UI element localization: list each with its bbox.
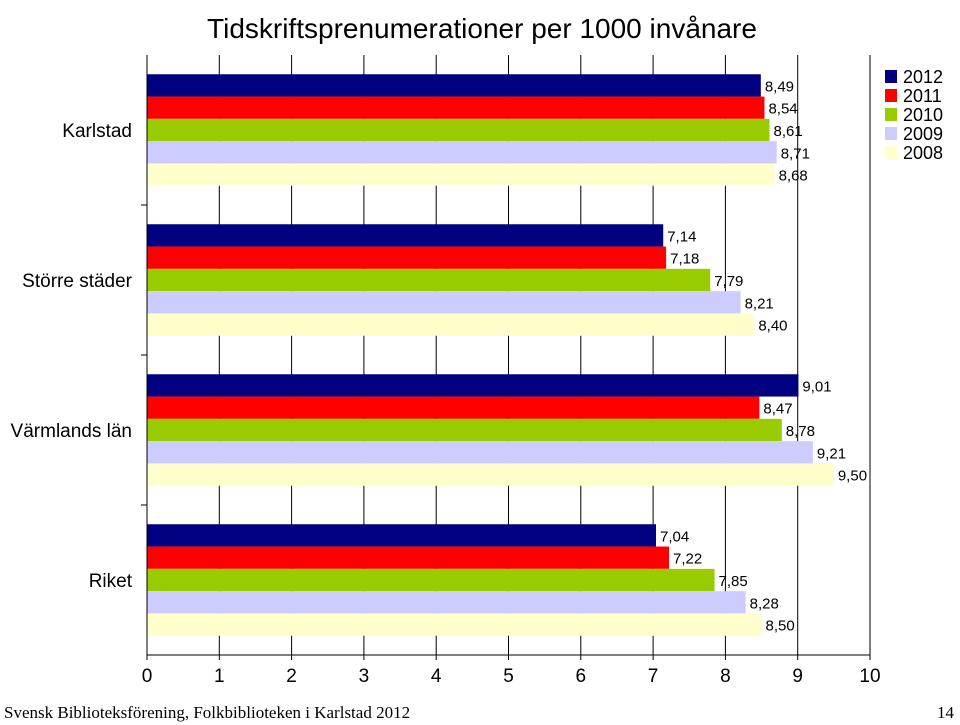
- data-label: 8,50: [766, 618, 795, 635]
- data-label: 8,78: [786, 423, 815, 440]
- footer-source: Svensk Biblioteksförening, Folkbibliotek…: [4, 703, 411, 722]
- bar: [147, 74, 761, 97]
- bar: [147, 268, 711, 292]
- bar: [147, 141, 777, 164]
- bar: [147, 313, 755, 336]
- x-tick-label: 10: [859, 666, 880, 687]
- legend-label: 2008: [903, 143, 943, 163]
- data-label: 8,28: [750, 595, 779, 612]
- category-label: Värmlands län: [11, 421, 132, 442]
- bar: [147, 546, 670, 569]
- data-label: 8,49: [765, 78, 794, 95]
- bar: [147, 613, 762, 636]
- bar: [147, 463, 834, 486]
- legend-label: 2011: [903, 86, 942, 106]
- x-tick-label: 3: [359, 666, 370, 687]
- bar: [147, 524, 656, 547]
- legend-label: 2010: [903, 105, 943, 125]
- bar: [147, 224, 664, 247]
- bar: [147, 118, 770, 142]
- x-tick-label: 0: [142, 666, 153, 687]
- bars: 8,49 8,54 8,61 8,71 8,68 7,14 7,18 7,798,21 8,40…: [147, 74, 867, 636]
- data-label: 9,50: [838, 468, 867, 485]
- category-label: Större städer: [22, 271, 132, 292]
- legend-label: 2012: [903, 67, 943, 87]
- bar: [147, 418, 782, 442]
- legend-swatch: [885, 127, 897, 140]
- bar: [147, 396, 760, 419]
- data-label: 7,18: [670, 251, 699, 268]
- data-label: 8,71: [781, 145, 810, 162]
- data-label: 9,01: [802, 378, 831, 395]
- data-label: 9,21: [817, 445, 846, 462]
- bar: [147, 246, 667, 269]
- bar: [147, 441, 813, 464]
- page-number: 14: [937, 703, 954, 722]
- axes: Karlstad Större städer Värmlands län Riket 0…: [11, 55, 881, 687]
- data-label: 8,68: [779, 168, 808, 185]
- x-tick-label: 6: [576, 666, 587, 687]
- bar: [147, 591, 746, 614]
- legend-swatch: [885, 146, 897, 159]
- x-tick-label: 4: [431, 666, 442, 687]
- legend-swatch: [885, 89, 897, 102]
- data-label: 8,21: [745, 295, 774, 312]
- bar: [147, 163, 775, 186]
- data-label: 7,14: [667, 228, 696, 245]
- data-label: 8,40: [758, 318, 787, 335]
- bar: [147, 96, 765, 119]
- x-tick-label: 1: [214, 666, 225, 687]
- data-label: 7,04: [660, 528, 689, 545]
- data-label: 7,22: [673, 551, 702, 568]
- category-label: Riket: [89, 571, 133, 592]
- data-label: 8,61: [774, 123, 803, 140]
- bar: [147, 568, 715, 592]
- x-tick-label: 2: [286, 666, 297, 687]
- data-label: 7,85: [719, 573, 748, 590]
- bar: [147, 374, 799, 397]
- legend-swatch: [885, 70, 897, 83]
- bar: [147, 291, 741, 314]
- x-tick-label: 9: [792, 666, 803, 687]
- data-label: 8,54: [768, 101, 797, 118]
- category-label: Karlstad: [62, 121, 132, 142]
- legend-label: 2009: [903, 124, 943, 144]
- legend-swatch: [885, 108, 897, 121]
- chart-title: Tidskriftsprenumerationer per 1000 invån…: [207, 13, 757, 44]
- x-tick-label: 8: [720, 666, 731, 687]
- x-tick-label: 5: [503, 666, 514, 687]
- x-tick-label: 7: [648, 666, 659, 687]
- data-label: 7,79: [714, 273, 743, 290]
- data-label: 8,47: [763, 401, 792, 418]
